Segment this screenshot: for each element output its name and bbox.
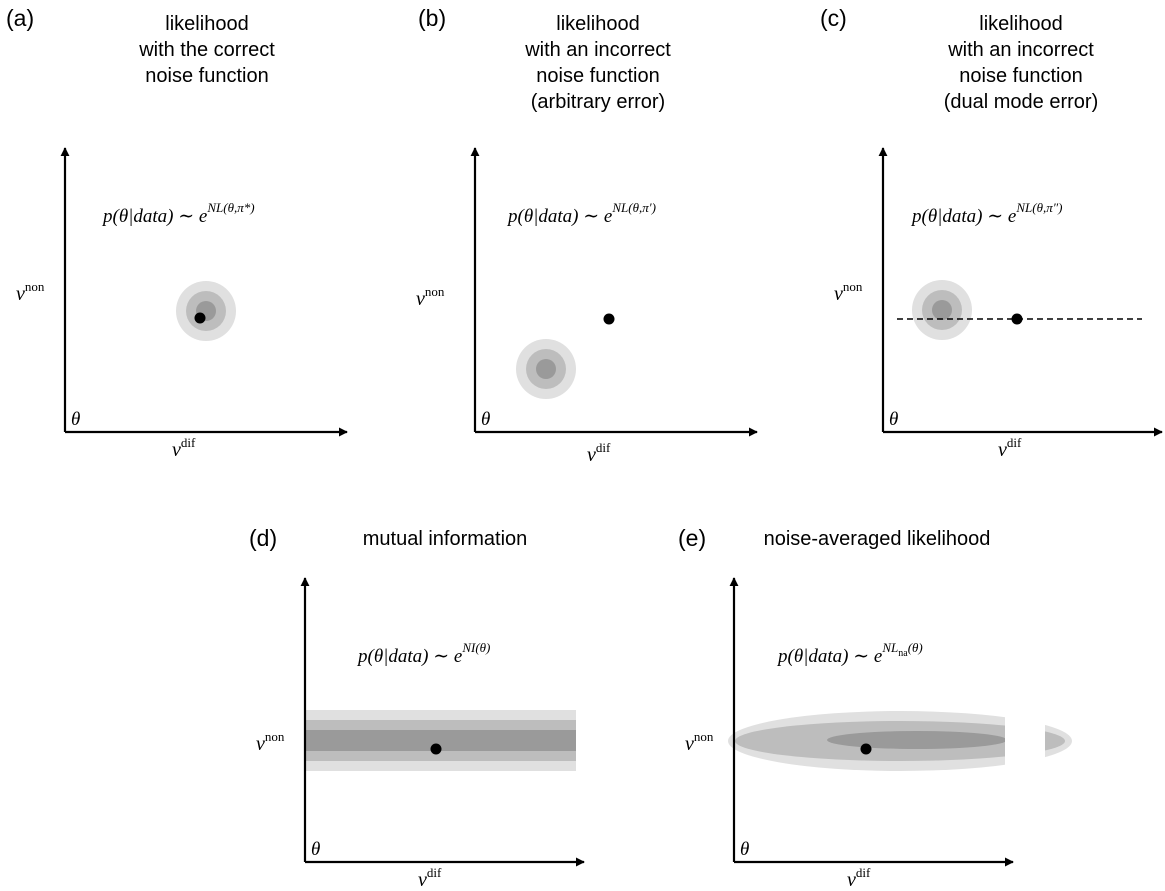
panel-d-likelihood-band [305, 710, 576, 771]
panel-c-title-line-1: likelihood [979, 13, 1062, 35]
formula-exponent: NL(θ,π′) [611, 200, 656, 215]
theta-label: θ [740, 839, 749, 860]
posterior-formula: p(θ|data) ∼ eNI(θ) [356, 640, 490, 667]
panel-b: (b) likelihood with an incorrect noise f… [416, 5, 758, 466]
panel-b-title-line-4: (arbitrary error) [531, 91, 665, 113]
panel-e-title: noise-averaged likelihood [764, 528, 991, 550]
formula-exponent-subscript: na [898, 648, 908, 659]
panel-c-title-line-4: (dual mode error) [944, 91, 1099, 113]
x-axis-label: vdif [172, 435, 196, 461]
posterior-formula: p(θ|data) ∼ eNLna(θ) [776, 640, 923, 667]
true-parameter-point [860, 743, 872, 755]
panel-c-likelihood-blob [912, 280, 972, 340]
band-inner [305, 730, 576, 751]
posterior-formula: p(θ|data) ∼ eNL(θ,π*) [101, 200, 255, 227]
panel-c-title-line-2: with an incorrect [947, 39, 1094, 61]
x-axis-label: vdif [587, 440, 611, 466]
panel-b-likelihood-blob [516, 339, 576, 399]
panel-b-title-line-3: noise function [536, 65, 659, 87]
panel-b-tag: (b) [418, 5, 446, 31]
panel-e-tag: (e) [678, 525, 706, 551]
panel-d: (d) mutual information p(θ|data) ∼ eNI(θ… [249, 525, 585, 891]
theta-label: θ [889, 409, 898, 430]
panel-c-title-line-3: noise function [959, 65, 1082, 87]
true-parameter-point [603, 313, 615, 325]
panel-e: (e) noise-averaged likelihood p(θ|data) … [678, 525, 1072, 891]
y-axis-label: vnon [256, 729, 285, 755]
x-axis-label: vdif [847, 865, 871, 891]
true-parameter-point [430, 743, 442, 755]
panel-a-title: likelihood with the correct noise functi… [138, 13, 275, 87]
theta-label: θ [481, 409, 490, 430]
formula-exponent: NL [881, 640, 898, 655]
panel-d-tag: (d) [249, 525, 277, 551]
panel-a-title-line-3: noise function [145, 65, 268, 87]
ellipse-clip-right [1005, 700, 1045, 780]
formula-exponent: NL(θ,π″) [1015, 200, 1062, 215]
panel-c-title: likelihood with an incorrect noise funct… [944, 13, 1099, 113]
panel-b-title: likelihood with an incorrect noise funct… [524, 13, 671, 113]
y-axis-label: vnon [834, 279, 863, 305]
theta-label: θ [311, 839, 320, 860]
ellipse-inner [827, 731, 1007, 749]
formula-exponent: NI(θ) [461, 640, 490, 655]
posterior-formula: p(θ|data) ∼ eNL(θ,π′) [506, 200, 656, 227]
true-parameter-point [1011, 313, 1023, 325]
y-axis-label: vnon [416, 284, 445, 310]
y-axis-label: vnon [16, 279, 45, 305]
panel-a-likelihood-blob [176, 281, 236, 341]
panel-b-title-line-2: with an incorrect [524, 39, 671, 61]
panel-c: (c) likelihood with an incorrect noise f… [820, 5, 1163, 461]
panel-b-title-line-1: likelihood [556, 13, 639, 35]
blob-inner [536, 359, 556, 379]
formula-exponent: NL(θ,π*) [206, 200, 254, 215]
theta-label: θ [71, 409, 80, 430]
panel-a-title-line-2: with the correct [138, 39, 275, 61]
panel-c-tag: (c) [820, 5, 847, 31]
blob-inner [932, 300, 952, 320]
formula-exponent-tail: (θ) [908, 640, 923, 655]
true-parameter-point [194, 312, 206, 324]
x-axis-label: vdif [418, 865, 442, 891]
panel-a-title-line-1: likelihood [165, 13, 248, 35]
panel-e-likelihood-ellipse [728, 700, 1072, 780]
panel-d-title: mutual information [363, 528, 528, 550]
panel-a-tag: (a) [6, 5, 34, 31]
y-axis-label: vnon [685, 729, 714, 755]
x-axis-label: vdif [998, 435, 1022, 461]
posterior-formula: p(θ|data) ∼ eNL(θ,π″) [910, 200, 1062, 227]
panel-a: (a) likelihood with the correct noise fu… [6, 5, 348, 461]
